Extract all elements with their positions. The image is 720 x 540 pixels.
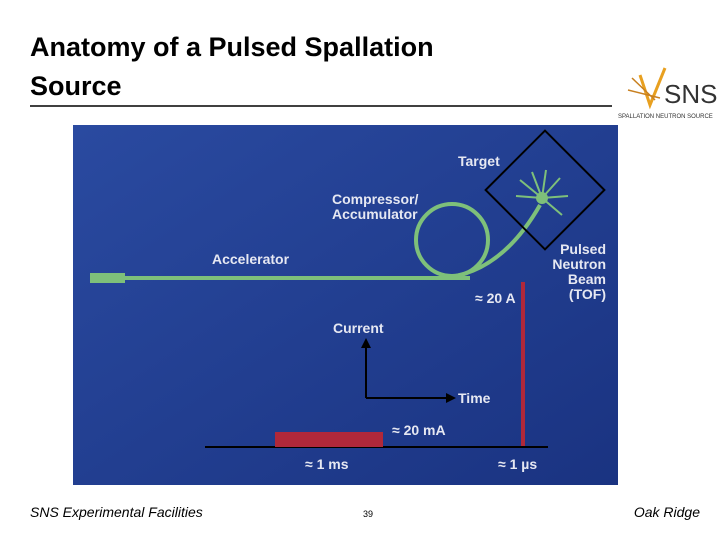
label: Pulsed xyxy=(560,241,606,257)
label: (TOF) xyxy=(569,286,606,302)
logo: SNS SPALLATION NEUTRON SOURCE xyxy=(618,67,717,120)
diagram-panel xyxy=(73,125,618,485)
label: Current xyxy=(333,320,384,336)
burst xyxy=(515,169,569,216)
label: ≈ 1 ms xyxy=(305,456,349,472)
label: ≈ 20 mA xyxy=(392,422,446,438)
target-box xyxy=(484,129,606,251)
long-pulse xyxy=(275,432,383,447)
transfer-line xyxy=(439,204,542,280)
logo-subtext: SPALLATION NEUTRON SOURCE xyxy=(618,114,713,120)
label: Neutron xyxy=(552,256,606,272)
label: Accelerator xyxy=(212,251,290,267)
label: Beam xyxy=(568,271,606,287)
footer-left: SNS Experimental Facilities xyxy=(30,504,203,520)
injector xyxy=(90,273,125,283)
title: Anatomy of a Pulsed Spallation xyxy=(30,32,434,62)
label: Compressor/ xyxy=(332,191,418,207)
footer-right: Oak Ridge xyxy=(634,504,700,520)
logo-text: SNS xyxy=(664,79,717,109)
label: Time xyxy=(458,390,491,406)
label: ≈ 20 A xyxy=(475,290,516,306)
page-number: 39 xyxy=(363,509,373,519)
diagram: Target Compressor/ Accumulator Accelerat… xyxy=(90,129,606,472)
label: Target xyxy=(458,153,500,169)
label: ≈ 1 µs xyxy=(498,456,537,472)
label: Accumulator xyxy=(332,206,418,222)
title: Source xyxy=(30,71,122,101)
